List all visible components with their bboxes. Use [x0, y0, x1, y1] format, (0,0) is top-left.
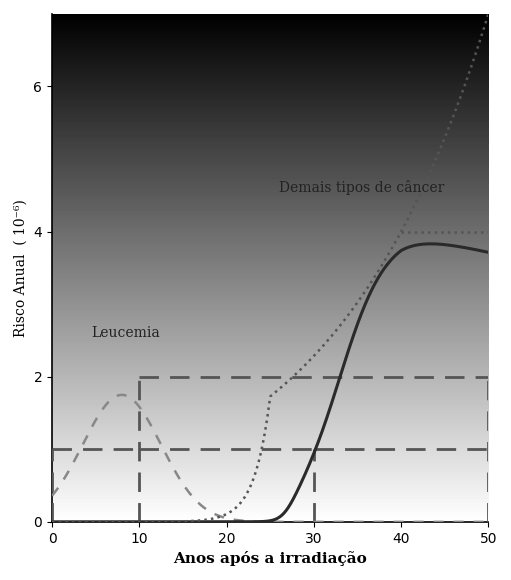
- Y-axis label: Risco Anual  ( 10⁻⁶): Risco Anual ( 10⁻⁶): [14, 199, 28, 337]
- Text: Leucemia: Leucemia: [91, 326, 160, 340]
- X-axis label: Anos após a irradiação: Anos após a irradiação: [173, 551, 367, 566]
- Text: Demais tipos de câncer: Demais tipos de câncer: [279, 180, 444, 195]
